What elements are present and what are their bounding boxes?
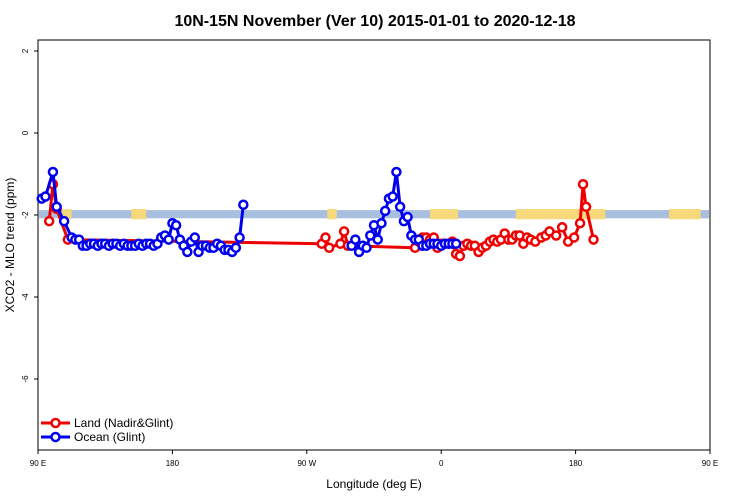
x-tick-label: 180	[166, 459, 180, 468]
data-point-ocean-east	[391, 166, 402, 178]
data-point-land	[580, 201, 592, 213]
data-point-ocean-east	[450, 238, 462, 249]
reference-band	[39, 209, 709, 220]
band-land-segment	[327, 209, 337, 220]
data-point-ocean	[234, 232, 245, 243]
x-tick-label: 0	[439, 459, 444, 468]
data-point-land	[577, 179, 589, 190]
data-point-ocean-east	[372, 234, 383, 245]
series-ocean-east	[346, 166, 462, 258]
data-point-ocean-east	[350, 234, 361, 245]
data-point-land	[320, 232, 331, 243]
legend-label-ocean: Ocean (Glint)	[74, 430, 145, 444]
y-tick-label: -2	[21, 211, 30, 219]
plot-frame	[37, 39, 711, 451]
y-tick-label: -4	[21, 293, 30, 301]
data-point-land	[43, 215, 55, 227]
y-tick-label: -6	[21, 375, 30, 383]
data-point-ocean	[58, 215, 70, 227]
y-axis: 2 0 -2 -4 -6	[21, 48, 38, 383]
data-point-ocean	[189, 232, 201, 243]
band-land-segment	[668, 209, 701, 220]
legend: Land (Nadir&Glint) Ocean (Glint)	[41, 416, 173, 444]
data-point-land	[568, 232, 580, 243]
x-tick-label: 180	[569, 459, 583, 468]
x-tick-label: 90 W	[297, 459, 316, 468]
data-point-land	[323, 242, 335, 254]
data-point-ocean-east	[376, 217, 387, 229]
legend-marker-ocean	[50, 431, 61, 443]
data-point-ocean-east	[361, 242, 372, 254]
data-point-land	[574, 217, 586, 229]
x-axis-label: Longitude (deg E)	[326, 477, 421, 491]
data-point-land	[550, 230, 562, 241]
chart-title: 10N-15N November (Ver 10) 2015-01-01 to …	[174, 13, 575, 30]
x-axis: 90 E 180 90 W 0 180 90 E	[30, 450, 718, 468]
data-point-ocean-east	[394, 201, 406, 213]
data-point-ocean	[238, 199, 249, 210]
data-point-ocean	[230, 242, 242, 254]
data-point-land	[338, 226, 350, 237]
data-point-ocean-east	[402, 211, 413, 223]
data-point-land	[454, 250, 466, 262]
y-tick-label: 0	[21, 130, 30, 135]
data-point-ocean	[163, 234, 174, 245]
series-layer	[36, 166, 599, 262]
legend-marker-land	[50, 417, 61, 429]
legend-label-land: Land (Nadir&Glint)	[74, 416, 173, 430]
data-point-land	[588, 234, 599, 245]
data-point-ocean-east	[387, 191, 398, 202]
data-point-ocean	[40, 191, 51, 202]
y-tick-label: 2	[21, 48, 30, 53]
data-point-ocean	[182, 246, 193, 258]
data-point-ocean	[170, 220, 182, 231]
band-ocean	[39, 210, 709, 219]
x-tick-label: 90 E	[702, 459, 718, 468]
band-land-segment	[515, 209, 606, 220]
data-point-ocean	[47, 166, 59, 178]
band-land-segment	[62, 209, 72, 220]
band-land-segment	[131, 209, 147, 220]
x-tick-label: 90 E	[30, 459, 46, 468]
series-ocean	[36, 166, 249, 258]
data-point-ocean-east	[379, 205, 391, 217]
y-axis-label: XCO2 - MLO trend (ppm)	[3, 178, 17, 313]
data-point-ocean	[51, 201, 62, 213]
data-point-ocean-east	[365, 230, 376, 241]
band-land-segment	[430, 209, 459, 220]
data-point-land	[556, 222, 568, 233]
